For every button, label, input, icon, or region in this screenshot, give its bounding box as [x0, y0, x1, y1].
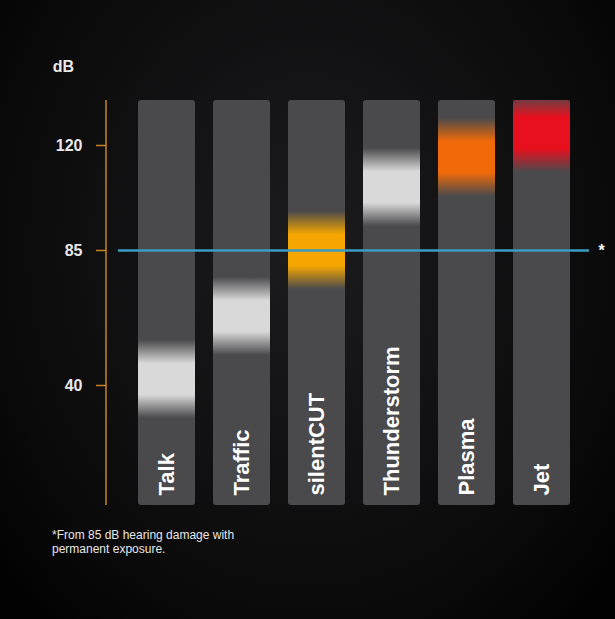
- svg-text:Plasma: Plasma: [454, 418, 479, 496]
- svg-text:Jet: Jet: [529, 463, 554, 495]
- svg-text:Talk: Talk: [154, 452, 179, 495]
- svg-text:Traffic: Traffic: [229, 429, 254, 495]
- svg-text:Thunderstorm: Thunderstorm: [379, 346, 404, 495]
- html-text:*From 85 dB hearing damage wit: *From 85 dB hearing damage with permanen…: [52, 528, 235, 556]
- svg-text:85: 85: [65, 242, 83, 259]
- svg-text:120: 120: [56, 137, 83, 154]
- svg-text:*: *: [598, 242, 605, 259]
- svg-text:dB: dB: [53, 58, 74, 75]
- svg-text:silentCUT: silentCUT: [304, 392, 329, 495]
- svg-text:40: 40: [65, 377, 83, 394]
